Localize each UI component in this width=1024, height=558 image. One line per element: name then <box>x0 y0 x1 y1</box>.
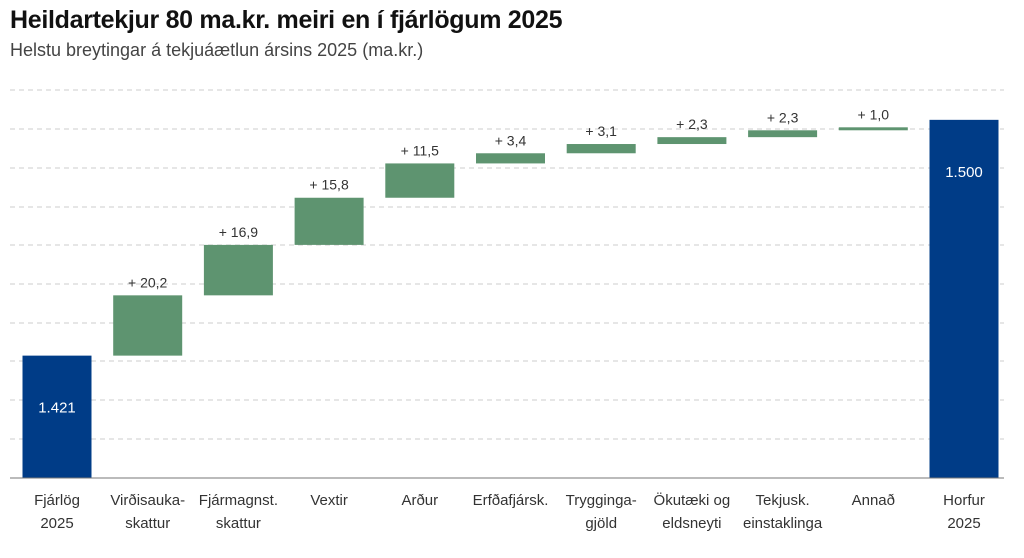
x-tick-label: gjöld <box>585 515 617 532</box>
x-tick-label: Erfðafjársk. <box>473 492 549 509</box>
x-tick-label: Fjármagnst. <box>199 492 278 509</box>
x-tick-label: 2025 <box>40 515 73 532</box>
bar-increase <box>294 197 364 245</box>
bar-delta-label: + 1,0 <box>858 106 890 122</box>
x-tick-label: Fjárlög <box>34 492 80 509</box>
x-tick-label: 2025 <box>947 515 980 532</box>
x-tick-label: skattur <box>216 515 261 532</box>
x-tick-label: Virðisauka- <box>110 492 185 509</box>
bar-delta-label: + 3,1 <box>585 123 617 139</box>
x-tick-label: Trygginga- <box>566 492 637 509</box>
chart-title: Heildartekjur 80 ma.kr. meiri en í fjárl… <box>10 6 563 34</box>
bar-increase <box>838 127 908 131</box>
bar-delta-label: + 16,9 <box>219 224 259 240</box>
bar-increase <box>748 130 818 138</box>
bar-delta-label: + 15,8 <box>309 177 349 193</box>
x-tick-label: eldsneyti <box>662 515 721 532</box>
bar-delta-label: + 20,2 <box>128 274 168 290</box>
bar-delta-label: + 2,3 <box>767 109 799 125</box>
bar-increase <box>566 144 636 154</box>
bar-delta-label: + 11,5 <box>401 142 439 158</box>
bar-delta-label: + 2,3 <box>676 116 708 132</box>
chart-subtitle: Helstu breytingar á tekjuáætlun ársins 2… <box>10 40 424 60</box>
bar-value-label: 1.421 <box>38 400 76 417</box>
bar-value-label: 1.500 <box>945 164 983 181</box>
x-tick-label: Tekjusk. <box>756 492 810 509</box>
bar-total <box>22 355 92 478</box>
x-tick-label: einstaklinga <box>743 515 823 532</box>
bar-delta-label: + 3,4 <box>495 132 527 148</box>
x-tick-label: Arður <box>401 492 438 509</box>
bar-increase <box>385 163 455 198</box>
bar-total <box>929 119 999 478</box>
bar-increase <box>657 137 727 145</box>
bar-increase <box>113 295 183 356</box>
x-tick-label: Ökutæki og <box>654 491 731 509</box>
bar-increase <box>203 244 273 296</box>
x-tick-label: Horfur <box>943 492 985 509</box>
x-tick-label: skattur <box>125 515 170 532</box>
x-tick-label: Vextir <box>310 492 348 509</box>
x-tick-label: Annað <box>852 492 895 509</box>
bar-increase <box>476 153 545 164</box>
